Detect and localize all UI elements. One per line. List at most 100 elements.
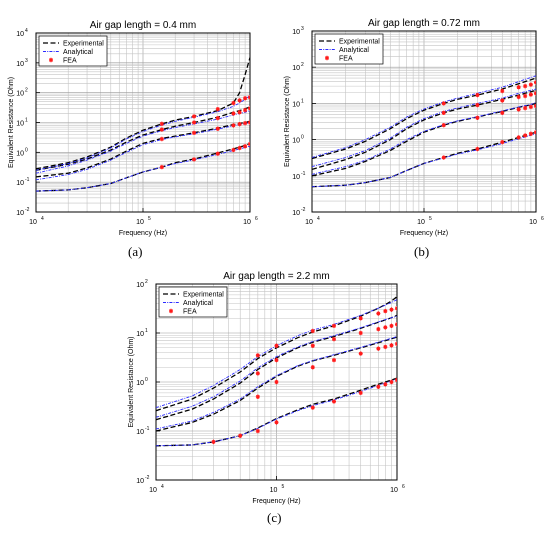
series-layer	[36, 57, 250, 192]
y-tick-label-exp: 0	[25, 147, 28, 153]
fea-point	[358, 316, 363, 321]
legend-label: FEA	[183, 309, 197, 316]
fea-point	[516, 85, 521, 90]
fea-point	[159, 127, 164, 132]
y-tick-label: 10	[292, 210, 300, 217]
fea-point	[243, 144, 248, 149]
fea-point	[331, 357, 336, 363]
fea-point	[215, 126, 220, 131]
y-tick-label: 10	[16, 31, 24, 38]
fea-point	[475, 102, 480, 108]
analytical-line	[156, 315, 397, 418]
y-tick-label: 10	[16, 210, 24, 217]
fea-point	[441, 122, 446, 128]
fea-point	[523, 93, 528, 99]
fea-point	[211, 439, 216, 445]
fea-point	[534, 103, 536, 109]
x-tick-label: 10	[149, 487, 157, 494]
fea-point	[395, 322, 397, 327]
fea-point	[389, 379, 394, 385]
fea-point	[237, 121, 242, 127]
fea-point	[159, 136, 164, 142]
fea-point	[192, 114, 197, 119]
x-tick-label: 10	[417, 219, 425, 226]
fea-point	[248, 120, 250, 125]
y-tick-label-exp: -2	[25, 207, 30, 213]
legend-label: FEA	[339, 56, 353, 63]
fea-point	[238, 433, 243, 438]
fea-point	[358, 351, 363, 356]
fea-point	[523, 105, 528, 111]
legend-label: FEA	[63, 58, 77, 65]
y-tick-label-exp: 3	[25, 58, 28, 64]
legend-label: Analytical	[63, 49, 93, 56]
fea-point	[376, 311, 381, 316]
fea-point	[523, 83, 528, 89]
y-tick-label-exp: -2	[301, 207, 306, 213]
legend-fea-swatch	[169, 308, 173, 314]
fea-point	[528, 92, 533, 97]
experimental-line	[312, 89, 536, 171]
fea-point	[215, 106, 220, 112]
y-tick-label-exp: 3	[301, 26, 304, 32]
fea-point	[310, 343, 315, 348]
chart-title: Air gap length = 2.2 mm	[223, 271, 329, 282]
y-tick-label-exp: 1	[145, 328, 148, 334]
x-tick-label: 10	[29, 219, 37, 226]
legend-label: Analytical	[183, 300, 213, 307]
y-tick-label: 10	[16, 61, 24, 68]
x-tick-label-exp: 4	[317, 216, 320, 222]
fea-point	[237, 145, 242, 151]
y-tick-label: 10	[292, 29, 300, 36]
y-tick-label: 10	[136, 331, 144, 338]
x-tick-label: 10	[305, 219, 313, 226]
x-tick-label: 10	[270, 487, 278, 494]
fea-point	[441, 110, 446, 115]
fea-point	[534, 80, 536, 85]
fea-point	[389, 307, 394, 312]
fea-point	[237, 98, 242, 103]
x-tick-label-exp: 6	[255, 216, 258, 222]
fea-point	[237, 110, 242, 115]
y-tick-label-exp: 0	[301, 135, 304, 141]
fea-point	[516, 107, 521, 112]
fea-point	[215, 151, 220, 156]
x-tick-label-exp: 6	[402, 484, 405, 490]
chart-2: 10 4 10 5 10 610 -210 -110 010 110 2 Air gap length…	[128, 271, 405, 505]
series-layer	[312, 75, 536, 188]
y-tick-label: 10	[292, 174, 300, 181]
y-tick-label-exp: 2	[145, 279, 148, 285]
fea-point	[475, 92, 480, 98]
grid	[311, 31, 536, 213]
fea-point	[310, 328, 315, 334]
y-tick-label: 10	[136, 478, 144, 485]
y-tick-label: 10	[136, 380, 144, 387]
fea-point	[475, 115, 480, 121]
y-tick-label: 10	[136, 282, 144, 289]
fea-point	[528, 131, 533, 136]
experimental-line	[156, 296, 397, 412]
fea-point	[231, 147, 236, 153]
x-tick-label-exp: 6	[541, 216, 544, 222]
fea-point	[383, 344, 388, 350]
legend-label: Experimental	[63, 41, 104, 48]
x-tick-label: 10	[529, 219, 537, 226]
fea-point	[376, 326, 381, 332]
fea-point	[331, 336, 336, 342]
fea-point	[248, 106, 250, 111]
y-tick-label-exp: -1	[301, 171, 306, 177]
y-tick-label-exp: -1	[25, 177, 30, 183]
y-tick-label-exp: 1	[25, 118, 28, 124]
y-tick-label-exp: -2	[145, 475, 150, 481]
fea-point	[528, 82, 533, 87]
y-axis-label: Equivalent Resistance (Ohm)	[284, 76, 291, 167]
fea-point	[383, 308, 388, 314]
fea-point	[310, 405, 315, 410]
fea-point	[500, 88, 505, 94]
fea-point	[395, 377, 397, 383]
fea-point	[389, 343, 394, 348]
fea-point	[500, 139, 505, 145]
